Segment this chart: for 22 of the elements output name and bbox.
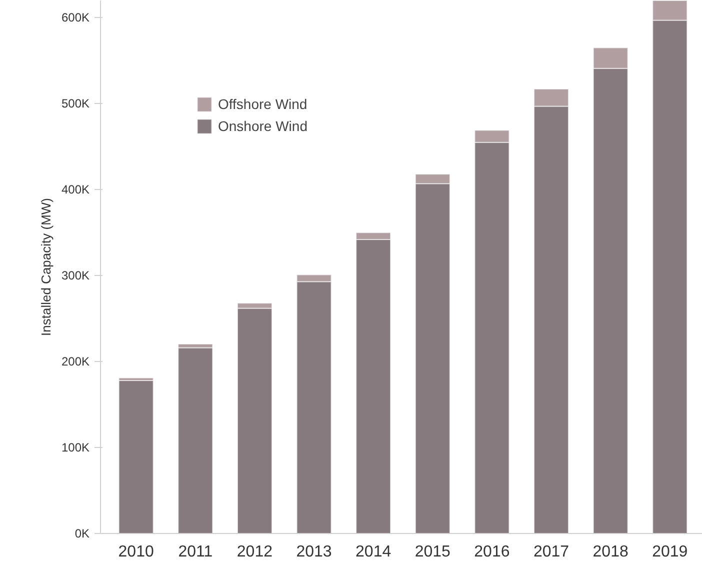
y-tick-label: 400K — [61, 182, 90, 197]
y-axis-title: Installed Capacity (MW) — [38, 198, 54, 336]
x-tick-label: 2012 — [236, 544, 273, 560]
y-tick-label: 200K — [61, 354, 90, 369]
x-tick-label: 2011 — [178, 544, 213, 560]
x-tick-label: 2010 — [118, 544, 154, 560]
legend-label: Onshore Wind — [218, 118, 308, 134]
x-tick-label: 2019 — [652, 544, 688, 560]
y-tick-label: 600K — [61, 10, 90, 25]
x-tick-label: 2016 — [474, 544, 510, 560]
y-tick-label: 300K — [61, 268, 90, 283]
x-tick-label: 2014 — [356, 544, 392, 560]
x-tick-label: 2015 — [414, 544, 451, 560]
bar — [118, 380, 154, 534]
x-tick-label: 2018 — [592, 544, 628, 560]
x-tick-label: 2017 — [533, 544, 570, 560]
legend-label: Offshore Wind — [218, 96, 308, 112]
bar — [178, 347, 214, 534]
x-tick-label: 2013 — [296, 544, 332, 560]
y-tick-label: 500K — [61, 96, 90, 111]
y-tick-label: 0K — [74, 526, 90, 540]
y-tick-label: 100K — [61, 440, 90, 455]
